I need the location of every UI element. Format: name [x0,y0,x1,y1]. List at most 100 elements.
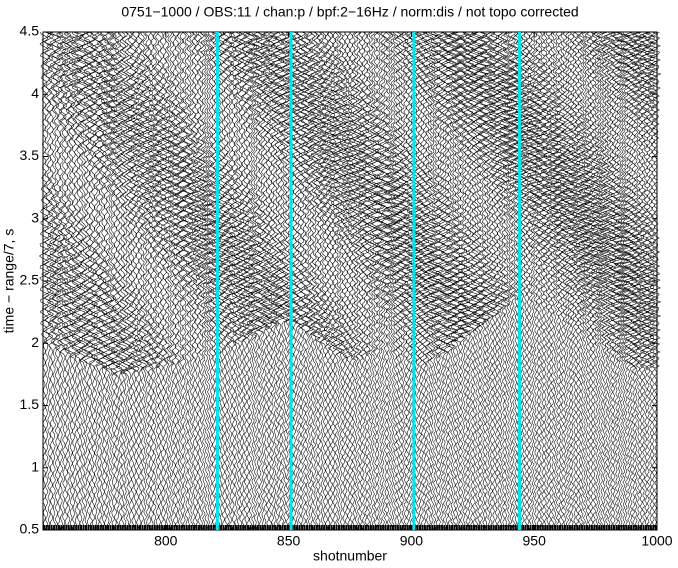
trace-base [500,525,503,530]
trace-base [185,525,188,530]
trace-base [195,525,198,530]
trace [130,31,141,531]
trace-base [104,525,107,530]
trace-base [170,525,173,530]
trace-base [367,525,370,530]
trace-base [539,525,542,530]
trace [190,31,202,531]
trace [137,32,148,530]
trace-base [627,525,630,530]
trace [154,31,165,531]
trace-base [409,525,412,530]
trace-base [613,525,616,530]
trace [441,31,453,531]
trace-base [190,525,193,530]
trace-base [635,525,638,530]
trace [579,31,590,531]
trace [554,31,566,531]
trace [362,31,374,531]
trace-base [347,525,350,530]
trace [93,31,104,531]
trace-base [318,525,321,530]
trace [68,31,79,531]
trace [83,31,94,531]
trace [208,31,220,531]
trace-base [394,525,397,530]
trace [640,31,652,530]
trace-base [281,525,284,530]
trace-base [433,525,436,530]
trace-base [279,525,282,530]
trace [109,31,121,531]
trace [402,31,414,531]
trace [107,31,119,531]
trace-base [207,525,210,530]
trace-base [266,525,269,530]
trace [277,31,289,531]
trace-base [342,525,345,530]
trace-base [161,525,164,530]
trace [70,31,82,531]
trace [527,31,539,531]
trace-base [296,525,299,530]
trace [426,31,438,531]
trace-base [247,525,250,530]
trace [488,31,500,531]
trace-base [94,525,97,530]
trace-base [360,525,363,530]
trace-base [583,525,586,530]
trace-base [654,525,657,530]
trace [264,31,276,531]
trace [134,31,145,531]
trace-base [244,525,247,530]
trace-base [89,525,92,530]
trace-base [544,525,547,530]
trace-base [274,525,277,530]
trace-base [509,525,512,530]
trace-base [446,525,449,530]
trace-base [428,525,431,530]
trace-base [158,525,161,530]
trace-base [166,525,169,530]
trace [112,31,124,531]
trace-base [234,525,237,530]
trace [201,32,212,531]
trace [142,31,153,531]
trace-base [121,525,124,530]
trace-base [197,525,200,530]
trace-base [391,525,394,530]
trace [424,31,436,531]
trace-base [458,525,461,530]
trace-base [389,525,392,530]
trace [503,31,514,531]
trace [183,31,195,531]
trace [539,31,551,531]
trace-base [232,525,235,530]
trace-base [551,525,554,530]
trace [519,31,532,531]
trace-base [473,525,476,530]
trace-base [482,525,485,530]
trace [586,31,598,531]
trace-base [269,525,272,530]
trace [186,31,197,531]
trace-base [315,525,318,530]
trace [473,31,485,531]
y-tick-label: 0.5 [20,521,40,537]
trace [419,31,431,531]
trace [73,31,84,531]
trace [53,31,65,531]
trace-base [647,525,650,530]
trace-base [126,525,129,530]
trace-base [382,525,385,530]
trace-base [153,525,156,530]
trace-base [369,525,372,530]
trace [451,31,463,531]
trace [299,31,310,531]
trace [86,31,97,531]
trace [434,31,445,531]
trace-base [536,525,539,530]
trace-base [571,525,574,530]
trace [55,31,67,530]
trace-base [475,525,478,530]
